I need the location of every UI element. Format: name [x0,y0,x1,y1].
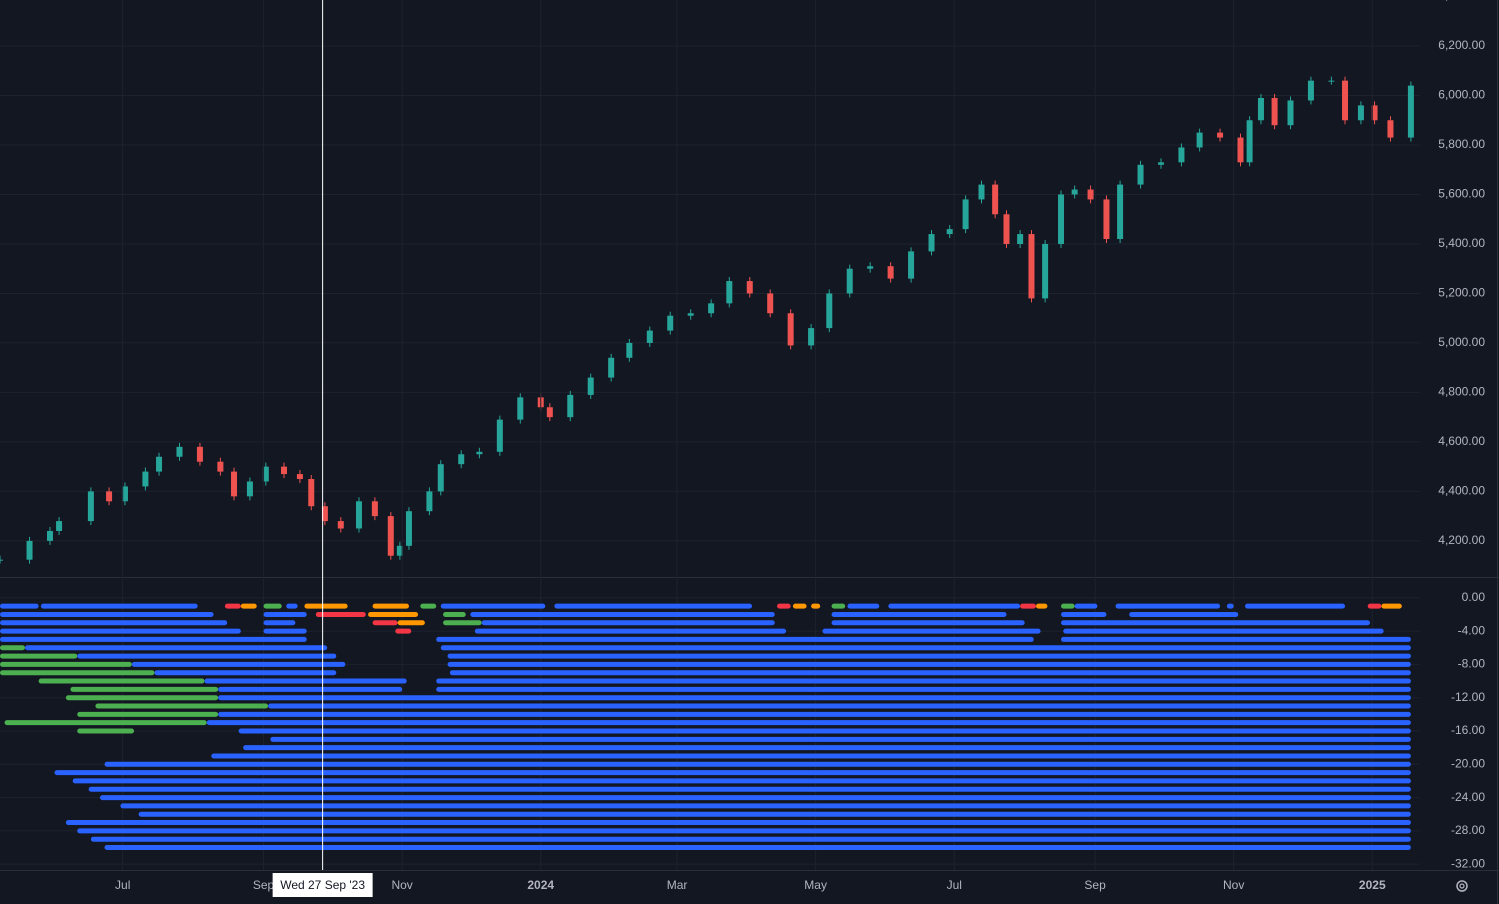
y-tick-label: 4,800.00 [1438,385,1485,399]
y-tick-label: -24.00 [1451,790,1485,804]
crosshair-label-box [272,873,373,897]
y-tick-label: -8.00 [1458,657,1486,671]
y-tick-label: 5,000.00 [1438,335,1485,349]
overlay: Wed 27 Sep '23 [272,0,373,897]
y-tick-label: 6,400.00 [1438,0,1485,3]
x-tick-label: Mar [667,878,688,892]
y-tick-label: 4,600.00 [1438,434,1485,448]
y-tick-label: -28.00 [1451,823,1485,837]
x-tick-label: Sep [253,878,275,892]
x-tick-label: May [804,878,827,892]
y-tick-label: 5,200.00 [1438,286,1485,300]
range-pane: 0.00 -4.00 -8.00 -12.00 -16.00 -20.00 -24.00 -2… [0,577,1485,892]
y-tick-label: 5,800.00 [1438,137,1485,151]
settings-icon[interactable] [1456,880,1468,892]
y-tick-label: -4.00 [1458,623,1486,637]
y-tick-label: 6,200.00 [1438,38,1485,52]
y-tick-label: -32.00 [1451,856,1485,870]
price-pane: 4,200.00 4,400.00 4,600.00 4,800.00 5,000.00… [0,0,1485,577]
y-tick-label: 4,400.00 [1438,484,1485,498]
x-tick-label: Nov [1223,878,1244,892]
candle [0,559,3,561]
x-tick-label: 2024 [527,878,554,892]
x-tick-label: Jul [115,878,130,892]
y-tick-label: 0.00 [1462,590,1486,604]
y-tick-label: 5,600.00 [1438,187,1485,201]
x-tick-label: 2025 [1359,878,1386,892]
y-tick-label: -12.00 [1451,690,1485,704]
y-tick-label: 4,200.00 [1438,533,1485,547]
x-tick-label: Jul [947,878,962,892]
crosshair-label: Wed 27 Sep '23 [280,878,365,892]
y-tick-label: -16.00 [1451,723,1485,737]
y-tick-label: 5,400.00 [1438,236,1485,250]
x-tick-label: Sep [1084,878,1106,892]
x-tick-label: Nov [391,878,412,892]
y-tick-label: -20.00 [1451,756,1485,770]
y-tick-label: 6,000.00 [1438,88,1485,102]
